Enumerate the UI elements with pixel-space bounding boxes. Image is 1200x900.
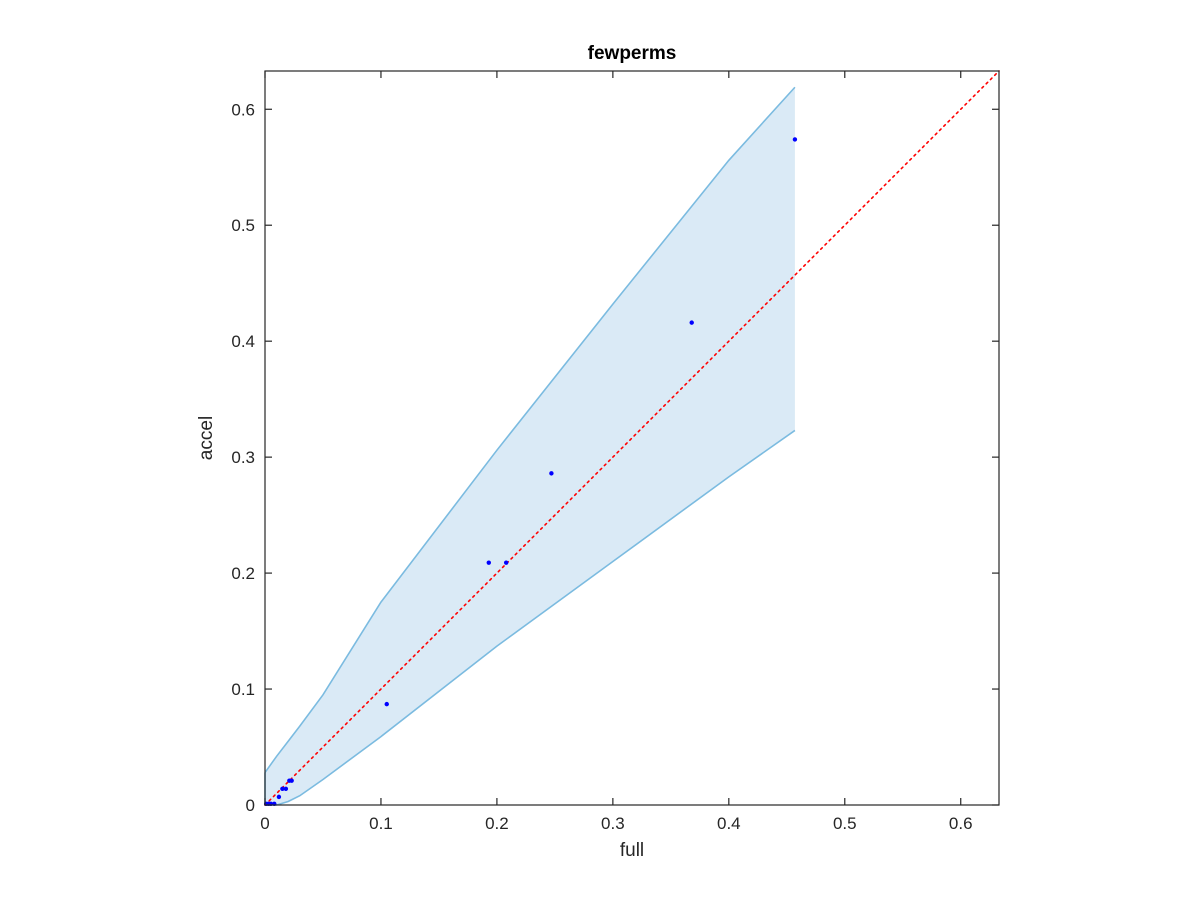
- plot-frame: [264, 70, 1000, 806]
- y-tick-label: 0.6: [231, 100, 255, 119]
- x-tick-label: 0.1: [369, 814, 393, 833]
- chart-title: fewperms: [588, 43, 677, 64]
- x-tick-label: 0.6: [949, 814, 973, 833]
- confidence-band-upper: [264, 86, 796, 773]
- data-points-layer: [263, 137, 798, 807]
- x-tick-label: 0.5: [833, 814, 857, 833]
- identity-line: [264, 70, 1000, 806]
- data-point: [276, 794, 282, 800]
- x-tick-label: 0.3: [601, 814, 625, 833]
- identity-line-layer: [264, 70, 1000, 806]
- y-tick-label: 0.1: [231, 680, 255, 699]
- y-axis-label: accel: [196, 416, 217, 460]
- y-tick-label: 0: [246, 796, 255, 815]
- ticks-layer: 0 0.1 0.2 0.3 0.4 0.5 0.6 0 0.1 0.2 0.3 0.4 0.5 0.6: [231, 71, 999, 833]
- y-tick-label: 0.3: [231, 448, 255, 467]
- y-tick-label: 0.5: [231, 216, 255, 235]
- y-tick-label: 0.4: [231, 332, 255, 351]
- confidence-band-layer: [264, 86, 796, 806]
- confidence-band-area: [265, 87, 795, 805]
- data-point: [689, 320, 694, 325]
- y-tick-label: 0.2: [231, 564, 255, 583]
- data-point: [280, 786, 285, 791]
- data-point: [486, 560, 491, 565]
- x-tick-label: 0: [260, 814, 269, 833]
- x-tick-label: 0.2: [485, 814, 509, 833]
- data-point: [289, 778, 294, 783]
- confidence-band-lower: [265, 429, 796, 806]
- data-point: [283, 786, 289, 791]
- data-point: [503, 560, 509, 565]
- data-point: [384, 701, 389, 707]
- data-point: [549, 471, 554, 476]
- axes-frame: [264, 70, 1000, 806]
- x-tick-label: 0.4: [717, 814, 741, 833]
- x-axis-label: full: [620, 840, 644, 861]
- data-point: [792, 137, 798, 142]
